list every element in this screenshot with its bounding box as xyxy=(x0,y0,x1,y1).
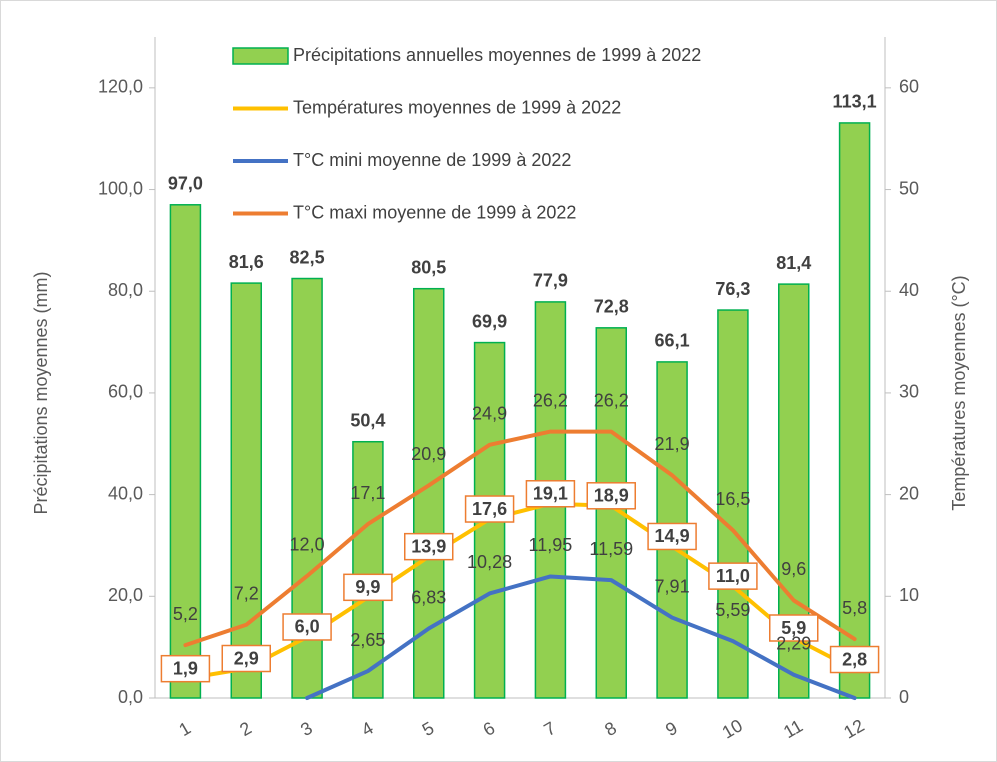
bar-label: 72,8 xyxy=(594,297,629,317)
bar-label: 76,3 xyxy=(715,279,750,299)
line-label: 19,1 xyxy=(533,484,568,504)
line-label: 26,2 xyxy=(533,390,568,410)
y-tick-label: 40,0 xyxy=(108,483,143,503)
line-label: 14,9 xyxy=(655,526,690,546)
bar xyxy=(169,204,202,699)
bar-label: 66,1 xyxy=(655,331,690,351)
line-label: 2,8 xyxy=(842,649,867,669)
legend-swatch xyxy=(232,47,289,65)
label-box xyxy=(160,654,211,683)
line-label: 9,6 xyxy=(781,559,806,579)
bar-label: 97,0 xyxy=(168,174,203,194)
line-label: 17,1 xyxy=(350,483,385,503)
legend-label: T°C mini moyenne de 1999 à 2022 xyxy=(293,150,571,170)
y-tick-label: 60,0 xyxy=(108,382,143,402)
label-box xyxy=(586,482,636,510)
y2-tick-label: 40 xyxy=(899,280,919,300)
bar-label: 77,9 xyxy=(533,271,568,291)
line-label: 10,28 xyxy=(467,552,512,572)
line-label: 18,9 xyxy=(594,486,629,506)
y-tick-label: 100,0 xyxy=(98,178,143,198)
bar-label: 80,5 xyxy=(411,257,446,277)
line-label: 26,2 xyxy=(594,390,629,410)
line-label: 5,59 xyxy=(715,600,750,620)
line-label: 20,9 xyxy=(411,444,446,464)
line-label: 6,0 xyxy=(295,617,320,637)
bar xyxy=(717,309,749,699)
label-box xyxy=(525,480,576,508)
line-label: 21,9 xyxy=(655,434,690,454)
line-label: 2,29 xyxy=(776,633,811,653)
legend-label: T°C maxi moyenne de 1999 à 2022 xyxy=(293,202,576,222)
legend-label: Précipitations annuelles moyennes de 199… xyxy=(293,45,701,65)
line-label: 5,9 xyxy=(781,618,806,638)
bar-label: 50,4 xyxy=(350,410,385,430)
y-tick-label: 80,0 xyxy=(108,280,143,300)
line-label: 7,2 xyxy=(234,584,259,604)
y2-tick-label: 60 xyxy=(899,77,919,97)
bar xyxy=(230,282,262,699)
line-label: 5,8 xyxy=(842,598,867,618)
line-label: 9,9 xyxy=(355,577,380,597)
line-label: 12,0 xyxy=(290,535,325,555)
line-label: 11,0 xyxy=(716,566,750,586)
bar-label: 113,1 xyxy=(833,92,877,112)
label-box xyxy=(464,495,515,523)
label-box xyxy=(343,573,393,602)
line-label: 16,5 xyxy=(715,489,750,509)
line-label: 2,65 xyxy=(350,630,385,650)
line-label: 17,6 xyxy=(472,499,507,519)
line xyxy=(183,501,857,681)
line-label: 11,95 xyxy=(529,535,573,555)
bar-label: 81,4 xyxy=(776,253,811,273)
label-box xyxy=(708,562,758,590)
y2-tick-label: 10 xyxy=(899,585,919,605)
line-label: 13,9 xyxy=(411,536,446,556)
label-box xyxy=(769,614,819,642)
label-box xyxy=(404,532,454,561)
y2-tick-label: 0 xyxy=(899,687,909,707)
label-box xyxy=(221,644,271,673)
line-label: 11,59 xyxy=(589,539,633,559)
y-axis-title: Précipitations moyennes (mm) xyxy=(31,271,51,514)
legend-label: Températures moyennes de 1999 à 2022 xyxy=(293,97,621,117)
y2-tick-label: 20 xyxy=(899,483,919,503)
line-label: 7,91 xyxy=(655,576,690,596)
y-tick-label: 120,0 xyxy=(98,77,143,97)
bar-label: 69,9 xyxy=(472,311,507,331)
line-label: 2,9 xyxy=(234,648,259,668)
label-box xyxy=(829,645,880,674)
line xyxy=(183,429,857,648)
label-box xyxy=(282,613,332,641)
bar-label: 82,5 xyxy=(290,247,325,267)
line-label: 1,9 xyxy=(173,658,198,678)
line-label: 24,9 xyxy=(472,404,507,424)
label-box xyxy=(647,522,697,551)
y2-axis-title: Températures moyennes (°C) xyxy=(949,275,969,510)
bar xyxy=(352,440,384,699)
y2-tick-label: 30 xyxy=(899,382,919,402)
line xyxy=(305,574,857,700)
y2-tick-label: 50 xyxy=(899,178,919,198)
y-tick-label: 20,0 xyxy=(108,585,143,605)
y-tick-label: 0,0 xyxy=(118,687,143,707)
line-label: 6,83 xyxy=(411,587,446,607)
line-label: 5,2 xyxy=(173,604,198,624)
bar-label: 81,6 xyxy=(229,252,264,272)
